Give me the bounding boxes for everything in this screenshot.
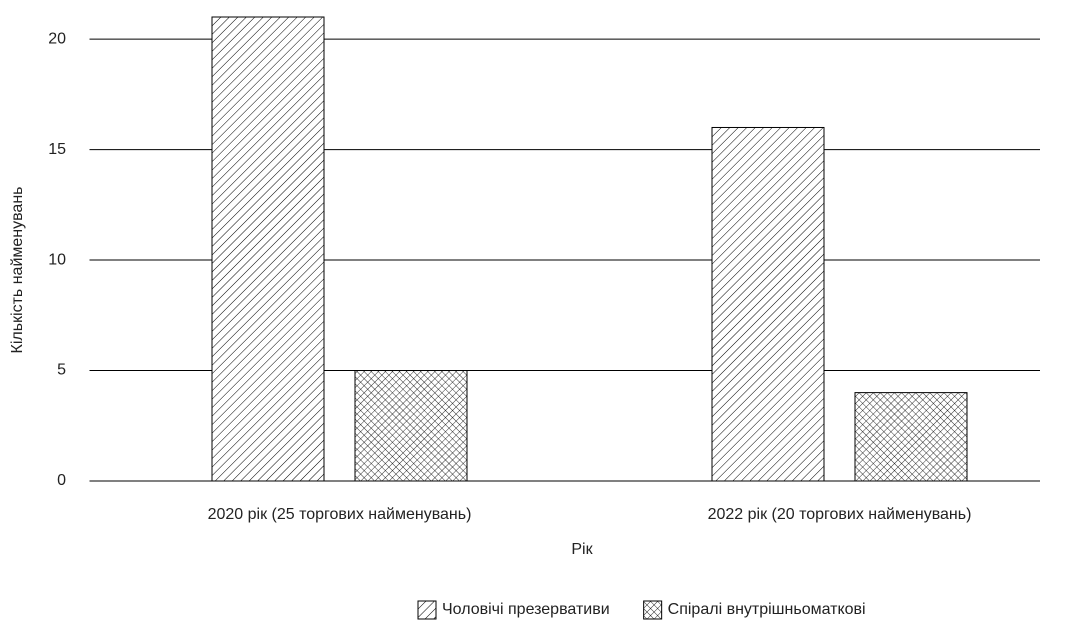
legend-swatch bbox=[417, 600, 437, 620]
legend-label: Чоловічі презервативи bbox=[442, 601, 610, 618]
y-tick-label: 5 bbox=[57, 362, 66, 379]
legend-swatch bbox=[643, 600, 663, 620]
y-tick-label: 20 bbox=[48, 30, 66, 47]
bar bbox=[854, 392, 968, 482]
y-tick-label: 0 bbox=[57, 472, 66, 489]
y-axis-label: Кількість найменувань bbox=[9, 186, 26, 353]
y-tick-label: 10 bbox=[48, 251, 66, 268]
x-tick-label: 2020 рік (25 торгових найменувань) bbox=[208, 506, 472, 523]
legend-label: Спіралі внутрішньоматкові bbox=[668, 601, 866, 618]
x-axis-label: Рік bbox=[571, 541, 593, 558]
bar bbox=[211, 16, 325, 482]
y-tick-label: 15 bbox=[48, 141, 66, 158]
bar bbox=[711, 126, 825, 482]
x-tick-label: 2022 рік (20 торгових найменувань) bbox=[708, 506, 972, 523]
bar bbox=[354, 370, 468, 482]
